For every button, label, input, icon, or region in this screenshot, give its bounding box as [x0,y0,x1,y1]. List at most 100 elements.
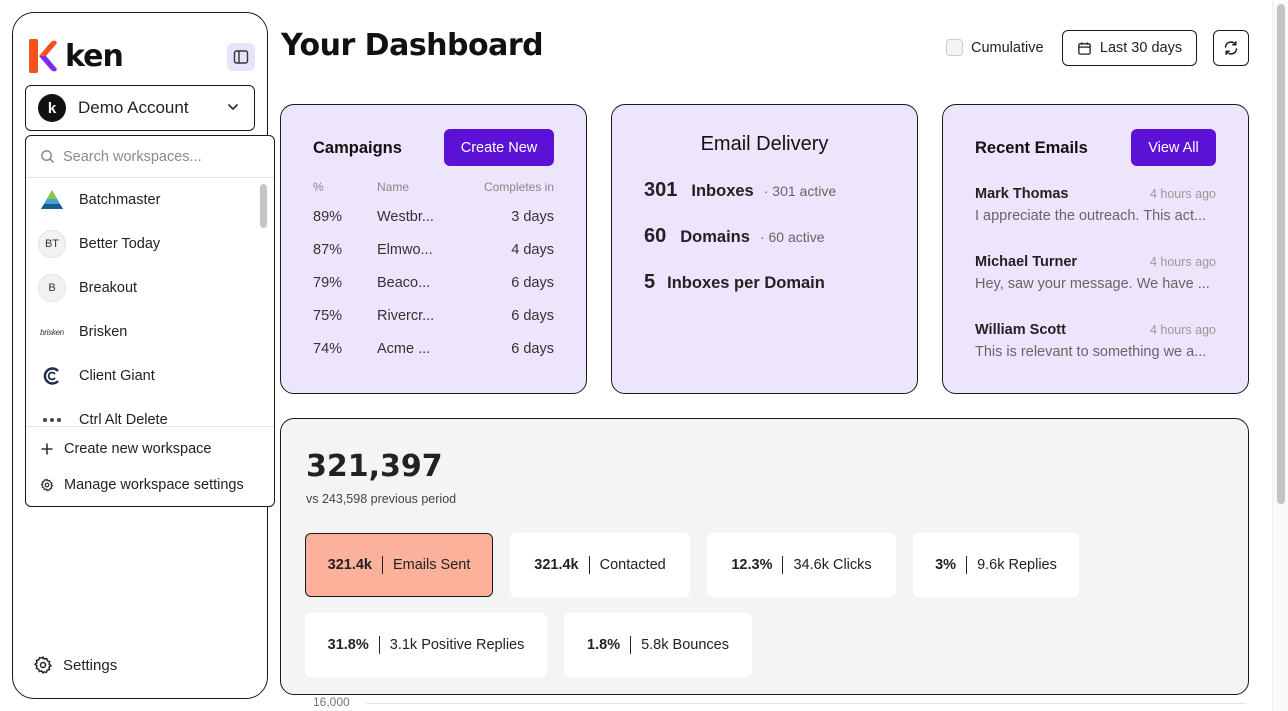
search-icon [41,150,55,164]
metric-label: Contacted [599,557,666,573]
email-time: 4 hours ago [1149,187,1216,201]
table-header: % Name Completes in [313,180,554,200]
metric-positive-replies[interactable]: 31.8% 3.1k Positive Replies [305,613,547,677]
campaign-completes: 3 days [511,208,554,225]
workspace-item-breakout[interactable]: B Breakout [26,266,258,310]
settings-link[interactable]: Settings [33,655,117,675]
table-row[interactable]: 79% Beaco... 6 days [313,266,554,299]
recent-emails-title: Recent Emails [975,139,1088,157]
sidebar-toggle-icon [233,50,249,64]
create-workspace-label: Create new workspace [64,441,212,457]
campaign-name: Rivercr... [377,307,435,324]
account-name: Demo Account [78,98,189,117]
inboxes-per-domain-label: Inboxes per Domain [667,274,825,292]
email-preview: I appreciate the outreach. This act... [975,208,1207,224]
chevron-down-icon [228,104,238,110]
workspace-item-client-giant[interactable]: Client Giant [26,354,258,398]
inboxes-count: 301 [644,179,678,201]
inboxes-stat: 301 Inboxes · 301 active [644,179,836,202]
workspace-search-input[interactable] [63,148,263,165]
campaign-name: Acme ... [377,340,431,357]
page-scrollbar[interactable] [1272,0,1288,711]
metric-replies[interactable]: 3% 9.6k Replies [913,533,1079,597]
email-item[interactable]: Mark Thomas 4 hours ago I appreciate the … [975,186,1216,224]
create-campaign-button[interactable]: Create New [444,129,554,166]
table-row[interactable]: 75% Rivercr... 6 days [313,299,554,332]
email-item[interactable]: William Scott 4 hours ago This is relevan… [975,322,1216,360]
cumulative-checkbox[interactable] [946,39,963,56]
gear-icon [40,478,54,492]
metric-label: 34.6k Clicks [793,557,872,573]
workspace-item-brisken[interactable]: brisken Brisken [26,310,258,354]
metric-label: 3.1k Positive Replies [389,637,525,653]
better-today-avatar: BT [38,230,66,258]
workspace-list: Batchmaster BT Better Today B Breakout b… [26,178,258,424]
campaign-name: Beaco... [377,274,431,291]
view-all-emails-button[interactable]: View All [1131,129,1216,166]
workspace-item-better-today[interactable]: BT Better Today [26,222,258,266]
email-preview: This is relevant to something we a... [975,344,1207,360]
date-range-button[interactable]: Last 30 days [1062,30,1197,66]
manage-workspace-settings-button[interactable]: Manage workspace settings [26,467,274,503]
inboxes-active: · 301 active [763,183,837,199]
collapse-sidebar-button[interactable] [227,43,255,71]
email-delivery-card: Email Delivery 301 Inboxes · 301 active … [611,104,918,394]
email-time: 4 hours ago [1149,255,1216,269]
create-workspace-button[interactable]: Create new workspace [26,431,274,467]
inboxes-per-domain-count: 5 [644,271,656,293]
page-title: Your Dashboard [281,28,544,63]
metric-value: 3% [935,557,957,573]
refresh-button[interactable] [1213,30,1249,66]
inboxes-per-domain-stat: 5 Inboxes per Domain [644,271,825,294]
email-item[interactable]: Michael Turner 4 hours ago Hey, saw your … [975,254,1216,292]
workspace-item-batchmaster[interactable]: Batchmaster [26,178,258,222]
campaigns-title: Campaigns [313,139,402,157]
workspace-search [26,136,274,178]
campaigns-card: Campaigns Create New % Name Completes in… [280,104,587,394]
gear-icon [33,655,53,675]
inboxes-label: Inboxes [691,182,754,200]
total-emails-value: 321,397 [306,449,443,484]
workspace-dropdown: Batchmaster BT Better Today B Breakout b… [25,135,275,507]
campaign-pct: 89% [313,208,343,225]
table-row[interactable]: 89% Westbr... 3 days [313,200,554,233]
metric-bounces[interactable]: 1.8% 5.8k Bounces [564,613,752,677]
metric-value: 12.3% [731,557,773,573]
workspace-label: Breakout [79,280,138,296]
workspace-label: Brisken [79,324,128,340]
page-scrollbar-thumb[interactable] [1277,4,1285,504]
metric-value: 1.8% [587,637,621,653]
cumulative-toggle[interactable]: Cumulative [946,39,1044,56]
workspace-label: Ctrl Alt Delete [79,412,168,424]
ctrl-alt-delete-logo-icon [38,406,66,424]
domains-active: · 60 active [759,229,825,245]
campaign-pct: 74% [313,340,343,357]
chart-y-tick-label: 16,000 [313,695,350,709]
date-range-label: Last 30 days [1099,40,1183,56]
campaign-name: Elmwo... [377,241,433,258]
account-avatar: k [38,94,66,122]
client-giant-logo-icon [38,362,66,390]
domains-count: 60 [644,225,667,247]
settings-label: Settings [63,656,118,674]
metric-clicks[interactable]: 12.3% 34.6k Clicks [707,533,896,597]
brand-name: ken [65,38,124,74]
table-row[interactable]: 87% Elmwo... 4 days [313,233,554,266]
calendar-icon [1078,41,1091,55]
metric-value: 321.4k [534,557,579,573]
ken-logo[interactable]: ken [29,38,124,74]
brisken-logo-icon: brisken [38,318,66,346]
metric-label: Emails Sent [392,557,471,573]
account-selector[interactable]: k Demo Account [25,85,255,131]
campaign-pct: 87% [313,241,343,258]
email-sender: William Scott [975,322,1066,338]
table-row[interactable]: 74% Acme ... 6 days [313,332,554,365]
metric-contacted[interactable]: 321.4k Contacted [510,533,690,597]
workspace-list-scrollbar[interactable] [259,178,271,424]
manage-workspace-label: Manage workspace settings [64,477,244,493]
workspace-item-ctrl-alt-delete[interactable]: Ctrl Alt Delete [26,398,258,424]
brisken-logo-text: brisken [40,327,64,337]
plus-icon [41,443,53,455]
campaign-pct: 79% [313,274,343,291]
metric-emails-sent[interactable]: 321.4k Emails Sent [305,533,493,597]
